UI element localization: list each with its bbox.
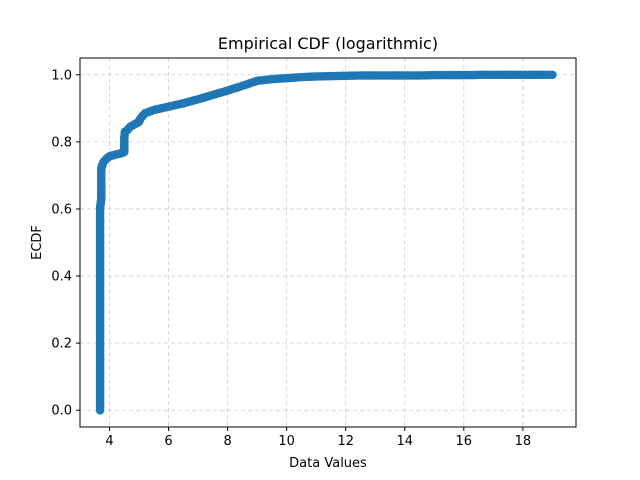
- x-tick-label: 6: [164, 434, 172, 449]
- y-axis-label: ECDF: [30, 225, 45, 260]
- x-tick-label: 18: [515, 434, 532, 449]
- x-axis-label: Data Values: [289, 456, 367, 471]
- y-tick-label: 0.2: [51, 337, 72, 352]
- data-layer: [95, 70, 557, 415]
- x-tick-label: 4: [105, 434, 113, 449]
- x-tick-label: 12: [337, 434, 354, 449]
- y-tick-label: 0.8: [51, 135, 72, 150]
- y-tick-label: 0.6: [51, 202, 72, 217]
- x-tick-label: 8: [223, 434, 231, 449]
- x-tick-label: 16: [456, 434, 473, 449]
- ecdf-point: [548, 70, 557, 80]
- chart-title: Empirical CDF (logarithmic): [218, 34, 438, 53]
- plot-frame: [79, 57, 577, 428]
- x-tick-label: 10: [278, 434, 295, 449]
- grid-layer: [80, 58, 576, 427]
- tick-layer: 4 6 8 10 12 14 16 18 0.0 0.2 0.4 0.6 0.8 1.0: [51, 68, 531, 449]
- y-tick-label: 1.0: [51, 68, 72, 83]
- x-tick-label: 14: [396, 434, 413, 449]
- y-tick-label: 0.0: [51, 404, 72, 419]
- y-tick-label: 0.4: [51, 270, 72, 285]
